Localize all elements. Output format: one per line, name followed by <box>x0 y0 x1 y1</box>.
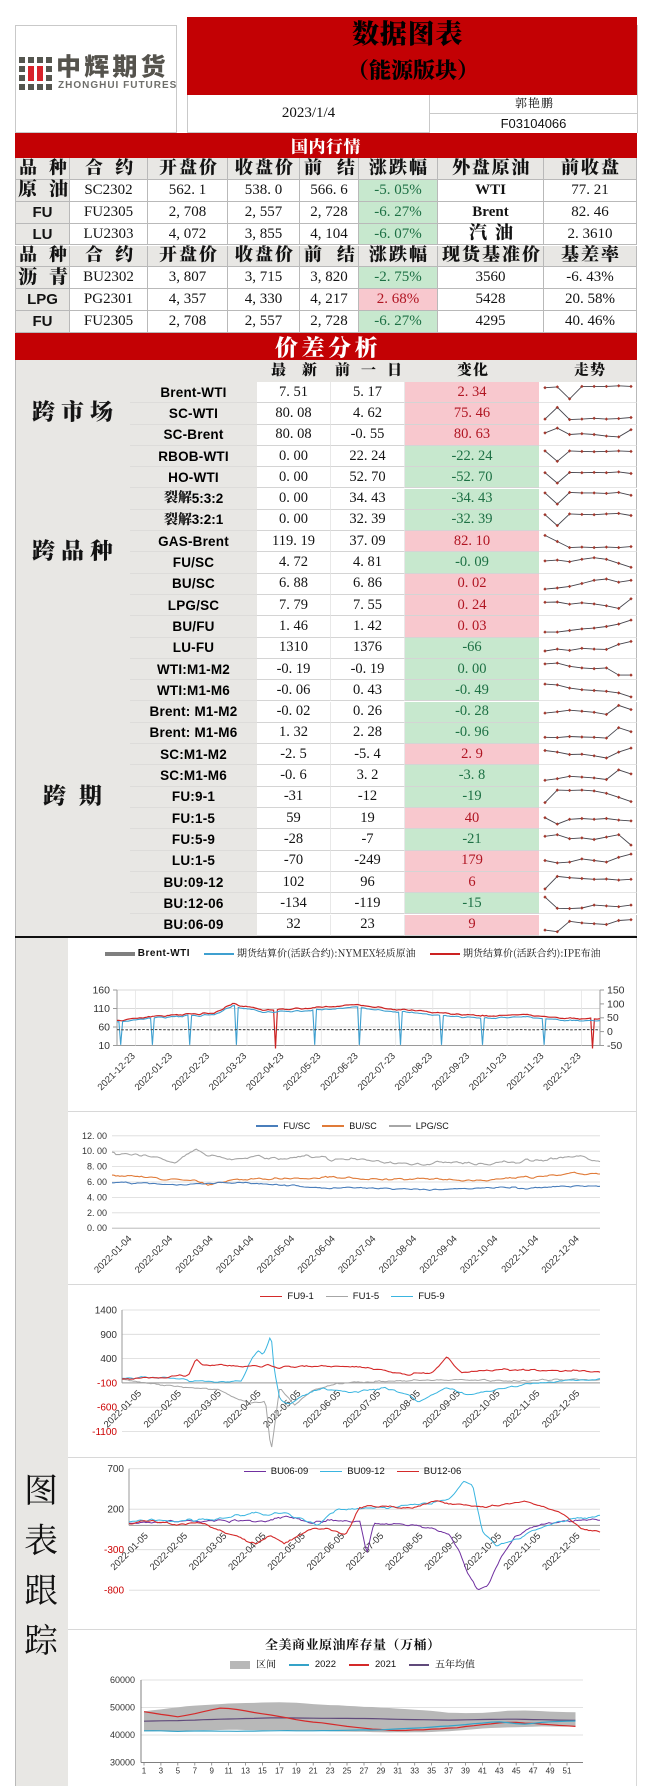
svg-text:2022-10-04: 2022-10-04 <box>458 1234 500 1276</box>
svg-text:25: 25 <box>343 1767 352 1776</box>
svg-text:6. 00: 6. 00 <box>87 1177 107 1187</box>
svg-text:41: 41 <box>478 1767 487 1776</box>
svg-text:37: 37 <box>444 1767 453 1776</box>
svg-text:2022-09-23: 2022-09-23 <box>430 1051 472 1093</box>
svg-text:2022-08-23: 2022-08-23 <box>393 1051 435 1093</box>
svg-text:15: 15 <box>258 1767 267 1776</box>
svg-text:2022-07-05: 2022-07-05 <box>341 1388 383 1430</box>
svg-text:2022-12-05: 2022-12-05 <box>540 1388 582 1430</box>
svg-text:-1100: -1100 <box>92 1427 117 1438</box>
svg-text:51: 51 <box>563 1767 572 1776</box>
svg-text:2022-09-05: 2022-09-05 <box>421 1388 463 1430</box>
svg-text:200: 200 <box>107 1505 124 1516</box>
svg-text:110: 110 <box>93 1003 110 1015</box>
svg-text:2022-06-05: 2022-06-05 <box>305 1531 347 1573</box>
svg-text:40000: 40000 <box>110 1730 135 1740</box>
svg-text:-800: -800 <box>104 1586 124 1597</box>
svg-text:1: 1 <box>142 1767 147 1776</box>
svg-text:2021-12-23: 2021-12-23 <box>96 1051 138 1093</box>
svg-text:35: 35 <box>427 1767 436 1776</box>
svg-text:2022-05-04: 2022-05-04 <box>255 1234 297 1276</box>
svg-text:2022-06-04: 2022-06-04 <box>296 1234 338 1276</box>
svg-text:900: 900 <box>100 1330 117 1341</box>
svg-text:13: 13 <box>241 1767 250 1776</box>
svg-text:12. 00: 12. 00 <box>82 1131 107 1141</box>
svg-text:2022-02-23: 2022-02-23 <box>170 1051 212 1093</box>
svg-text:2022-03-05: 2022-03-05 <box>182 1388 224 1430</box>
svg-text:30000: 30000 <box>110 1758 135 1768</box>
svg-text:47: 47 <box>529 1767 538 1776</box>
svg-text:2022-10-05: 2022-10-05 <box>462 1531 504 1573</box>
svg-text:8. 00: 8. 00 <box>87 1162 107 1172</box>
svg-text:2022-10-23: 2022-10-23 <box>467 1051 509 1093</box>
svg-text:2022-11-04: 2022-11-04 <box>499 1234 541 1276</box>
svg-text:-50: -50 <box>607 1040 622 1052</box>
svg-text:27: 27 <box>360 1767 369 1776</box>
svg-text:31: 31 <box>393 1767 402 1776</box>
svg-text:33: 33 <box>410 1767 419 1776</box>
svg-text:50: 50 <box>607 1012 619 1024</box>
svg-text:0. 00: 0. 00 <box>87 1223 107 1233</box>
svg-text:21: 21 <box>309 1767 318 1776</box>
svg-text:29: 29 <box>376 1767 385 1776</box>
svg-text:10: 10 <box>98 1040 110 1052</box>
svg-text:400: 400 <box>100 1354 117 1365</box>
svg-text:17: 17 <box>275 1767 284 1776</box>
svg-text:2022-05-23: 2022-05-23 <box>281 1051 323 1093</box>
svg-text:2022-01-04: 2022-01-04 <box>92 1234 134 1276</box>
svg-text:2022-04-23: 2022-04-23 <box>244 1051 286 1093</box>
svg-text:2022-12-23: 2022-12-23 <box>541 1051 583 1093</box>
svg-text:2022-02-05: 2022-02-05 <box>142 1388 184 1430</box>
svg-text:60000: 60000 <box>110 1675 135 1685</box>
svg-text:49: 49 <box>546 1767 555 1776</box>
svg-text:7: 7 <box>193 1767 198 1776</box>
svg-text:2022-12-05: 2022-12-05 <box>540 1531 582 1573</box>
svg-text:9: 9 <box>209 1767 214 1776</box>
svg-text:2022-07-04: 2022-07-04 <box>336 1234 378 1276</box>
svg-text:4. 00: 4. 00 <box>87 1192 107 1202</box>
svg-text:2022-04-05: 2022-04-05 <box>226 1531 268 1573</box>
svg-text:2022-08-04: 2022-08-04 <box>377 1234 419 1276</box>
svg-text:2022-04-04: 2022-04-04 <box>214 1234 256 1276</box>
svg-text:160: 160 <box>92 985 110 997</box>
svg-text:2022-07-05: 2022-07-05 <box>344 1531 386 1573</box>
svg-text:150: 150 <box>607 985 625 997</box>
svg-text:2022-08-05: 2022-08-05 <box>383 1531 425 1573</box>
svg-text:43: 43 <box>495 1767 504 1776</box>
svg-text:2022-05-05: 2022-05-05 <box>261 1388 303 1430</box>
svg-text:2022-02-04: 2022-02-04 <box>133 1234 175 1276</box>
svg-text:2022-03-04: 2022-03-04 <box>174 1234 216 1276</box>
svg-text:2022-11-05: 2022-11-05 <box>501 1388 543 1430</box>
svg-text:10. 00: 10. 00 <box>82 1146 107 1156</box>
svg-text:45: 45 <box>512 1767 521 1776</box>
svg-text:19: 19 <box>292 1767 301 1776</box>
svg-text:11: 11 <box>224 1767 233 1776</box>
svg-text:2022-03-05: 2022-03-05 <box>187 1531 229 1573</box>
svg-text:100: 100 <box>607 998 625 1010</box>
svg-text:2. 00: 2. 00 <box>87 1208 107 1218</box>
svg-text:39: 39 <box>461 1767 470 1776</box>
svg-text:2022-08-05: 2022-08-05 <box>381 1388 423 1430</box>
svg-text:2022-11-23: 2022-11-23 <box>505 1051 547 1093</box>
svg-text:-600: -600 <box>97 1403 117 1414</box>
svg-text:2022-06-23: 2022-06-23 <box>318 1051 360 1093</box>
svg-text:50000: 50000 <box>110 1703 135 1713</box>
svg-text:3: 3 <box>159 1767 164 1776</box>
svg-text:2022-09-05: 2022-09-05 <box>423 1531 465 1573</box>
svg-text:2022-03-23: 2022-03-23 <box>207 1051 249 1093</box>
svg-text:2022-09-04: 2022-09-04 <box>418 1234 460 1276</box>
svg-text:700: 700 <box>107 1464 124 1475</box>
svg-text:-300: -300 <box>104 1545 124 1556</box>
svg-text:0: 0 <box>607 1026 613 1038</box>
svg-text:2022-07-23: 2022-07-23 <box>356 1051 398 1093</box>
svg-text:5: 5 <box>176 1767 181 1776</box>
svg-text:60: 60 <box>98 1022 110 1034</box>
svg-text:2022-01-23: 2022-01-23 <box>133 1051 175 1093</box>
svg-text:23: 23 <box>326 1767 335 1776</box>
svg-text:2022-02-05: 2022-02-05 <box>148 1531 190 1573</box>
svg-text:-100: -100 <box>97 1378 117 1389</box>
svg-text:1400: 1400 <box>95 1306 118 1317</box>
svg-text:2022-12-04: 2022-12-04 <box>540 1234 582 1276</box>
